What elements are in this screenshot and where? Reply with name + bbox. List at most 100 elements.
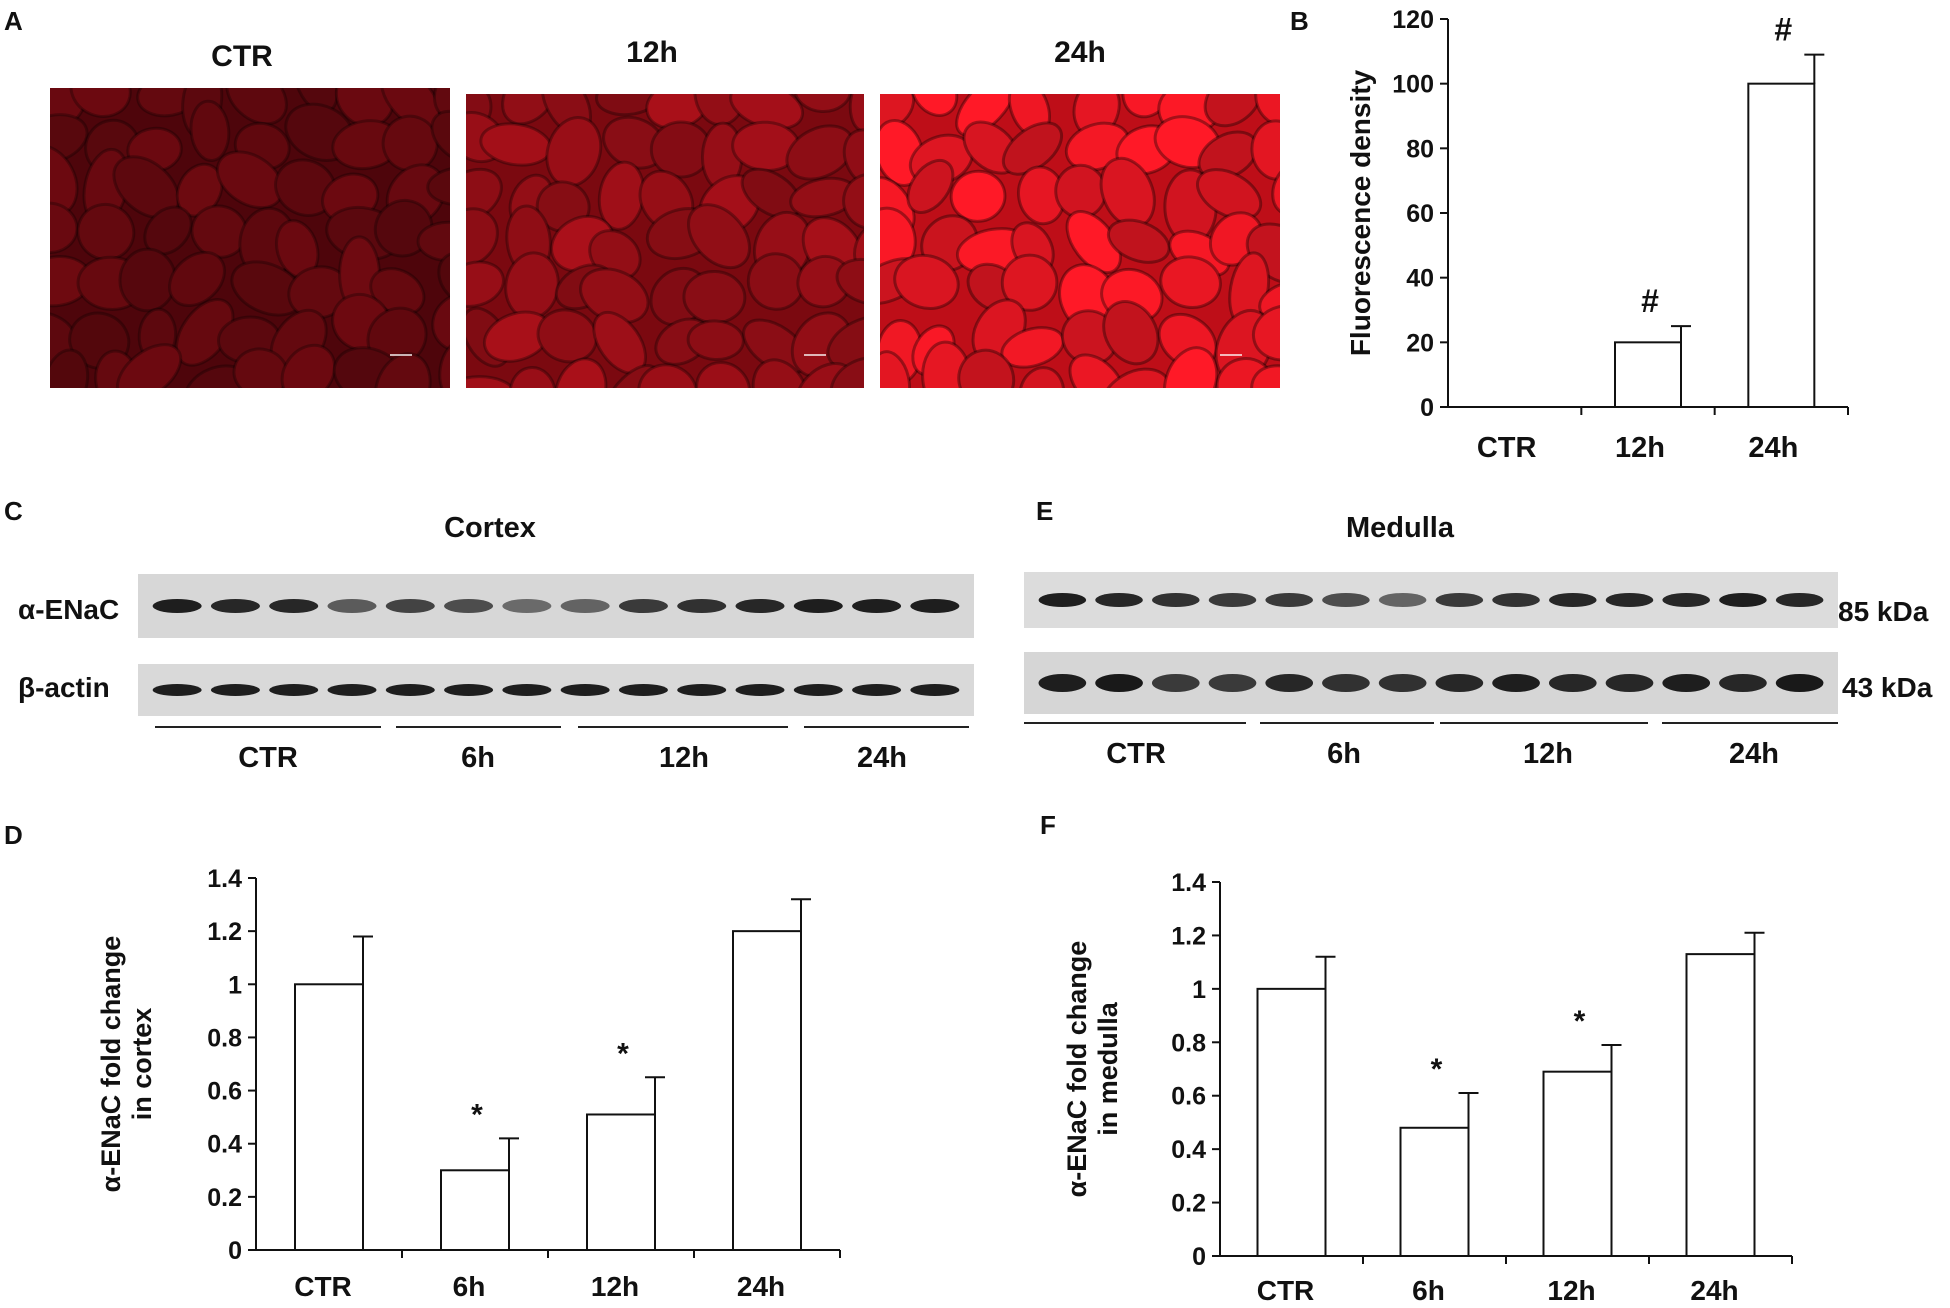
blot-band bbox=[327, 599, 377, 613]
scale-bar bbox=[1220, 354, 1242, 356]
blot-band bbox=[502, 599, 552, 613]
y-tick-label: 1 bbox=[1192, 976, 1206, 1004]
blot-band bbox=[1605, 593, 1654, 607]
group-line-12h bbox=[578, 726, 788, 728]
panel-letter-c: C bbox=[4, 496, 23, 526]
blot-band bbox=[677, 684, 727, 696]
cell-shape bbox=[687, 203, 751, 270]
image-title-ctr: CTR bbox=[211, 40, 273, 73]
cell-shape bbox=[793, 94, 853, 114]
blot-band bbox=[677, 599, 727, 613]
significance-mark: * bbox=[617, 1037, 629, 1070]
group-line-6h bbox=[396, 726, 561, 728]
cell-shape bbox=[1001, 121, 1063, 176]
cell-shape bbox=[746, 252, 806, 311]
y-tick-label: 60 bbox=[1406, 200, 1434, 228]
x-tick-label: 24h bbox=[1748, 432, 1798, 464]
blot-band bbox=[1492, 674, 1540, 692]
blot-background bbox=[138, 574, 974, 638]
blot-band bbox=[152, 599, 202, 613]
y-tick-label: 0.4 bbox=[1171, 1136, 1206, 1164]
chart-fluorescence-density: 0 20 40 60 80 100 120 CTR #12h #24h Fluorescence d… bbox=[1345, 6, 1849, 464]
cell-shape bbox=[553, 357, 608, 388]
blot-band bbox=[1662, 593, 1711, 607]
y-tick-label: 100 bbox=[1392, 71, 1434, 99]
blot-band bbox=[1378, 593, 1427, 607]
micrograph-12h bbox=[466, 94, 864, 388]
blot-band bbox=[618, 599, 668, 613]
cell-shape bbox=[168, 250, 226, 308]
cell-shape bbox=[536, 308, 599, 364]
group-label-12h: 12h bbox=[659, 742, 709, 774]
group-label-12h-medulla: 12h bbox=[1523, 738, 1573, 770]
y-tick-label: 0.4 bbox=[207, 1131, 242, 1159]
blot-band bbox=[852, 684, 902, 696]
blot-band bbox=[385, 684, 435, 696]
x-tick-label: 12h bbox=[1547, 1275, 1595, 1306]
y-tick-label: 0 bbox=[228, 1237, 242, 1265]
blot-band bbox=[1038, 674, 1087, 692]
y-tick-label: 1.4 bbox=[207, 865, 242, 893]
cell-shape bbox=[957, 348, 1016, 388]
y-tick-label: 1.2 bbox=[207, 918, 242, 946]
cell-shape bbox=[910, 94, 959, 117]
cell-shape bbox=[430, 109, 450, 164]
blot-band bbox=[852, 599, 902, 613]
cell-shape bbox=[508, 366, 557, 388]
cell-shape bbox=[116, 343, 183, 388]
cell-shape bbox=[1251, 304, 1280, 362]
image-title-24h: 24h bbox=[1054, 36, 1106, 69]
cell-shape bbox=[1106, 218, 1171, 264]
chart-enac-cortex: 0 0.2 0.4 0.6 0.8 1 1.2 1.4 CTR * 6h * 12h 24h α-ENaC … bbox=[96, 865, 841, 1302]
marker-43kda: 43 kDa bbox=[1842, 672, 1933, 703]
cell-shape bbox=[1203, 94, 1263, 128]
cell-shape bbox=[426, 165, 450, 207]
cell-shape bbox=[1250, 364, 1280, 388]
y-axis-label: Fluorescence density bbox=[1345, 69, 1376, 356]
cell-shape bbox=[842, 128, 864, 189]
blot-band bbox=[444, 599, 494, 613]
blot-band bbox=[1265, 593, 1314, 607]
blot-band bbox=[1719, 674, 1767, 692]
cell-shape bbox=[955, 94, 1017, 137]
group-label-6h: 6h bbox=[461, 742, 495, 774]
blot-band bbox=[560, 684, 610, 696]
y-tick-label: 1.2 bbox=[1171, 922, 1206, 950]
panel-letter-f: F bbox=[1040, 810, 1056, 840]
blot-band bbox=[1095, 593, 1143, 607]
y-tick-label: 80 bbox=[1406, 135, 1434, 163]
blot-band bbox=[1435, 674, 1484, 692]
blot-band bbox=[793, 684, 843, 696]
bar-24h bbox=[1747, 82, 1816, 409]
cell-shape bbox=[466, 207, 499, 267]
blot-strip-medulla-enac bbox=[1024, 572, 1838, 628]
y-tick-label: 0.8 bbox=[207, 1024, 242, 1052]
y-tick-label: 120 bbox=[1392, 6, 1434, 34]
x-tick-label: 12h bbox=[591, 1271, 639, 1302]
y-tick-label: 1.4 bbox=[1171, 869, 1206, 897]
group-label-ctr-medulla: CTR bbox=[1106, 738, 1166, 770]
y-axis-label: α-ENaC fold change in medulla bbox=[1062, 941, 1123, 1198]
cell-shape bbox=[437, 251, 450, 307]
row-label-alpha-enac: α-ENaC bbox=[18, 594, 120, 625]
cell-shape bbox=[880, 94, 916, 131]
cell-shape bbox=[280, 343, 337, 388]
x-tick-label: CTR bbox=[1477, 432, 1537, 464]
cell-shape bbox=[373, 352, 432, 388]
cell-shape bbox=[118, 247, 177, 313]
y-tick-label: 0.8 bbox=[1171, 1029, 1206, 1057]
group-label-6h-medulla: 6h bbox=[1327, 738, 1361, 770]
bar-ctr bbox=[294, 983, 364, 1252]
cell-shape bbox=[50, 201, 79, 255]
y-axis-label-line: α-ENaC fold change bbox=[1062, 941, 1092, 1198]
cell-shape bbox=[438, 335, 450, 388]
cell-shape bbox=[1254, 94, 1280, 128]
blot-band bbox=[735, 599, 785, 613]
group-line-ctr bbox=[155, 726, 381, 728]
blot-band bbox=[560, 599, 610, 613]
y-tick-label: 40 bbox=[1406, 265, 1434, 293]
blot-strip-cortex-actin bbox=[138, 664, 974, 716]
blot-band bbox=[152, 684, 202, 696]
blot-band bbox=[1719, 593, 1767, 607]
cell-shape bbox=[189, 99, 231, 163]
